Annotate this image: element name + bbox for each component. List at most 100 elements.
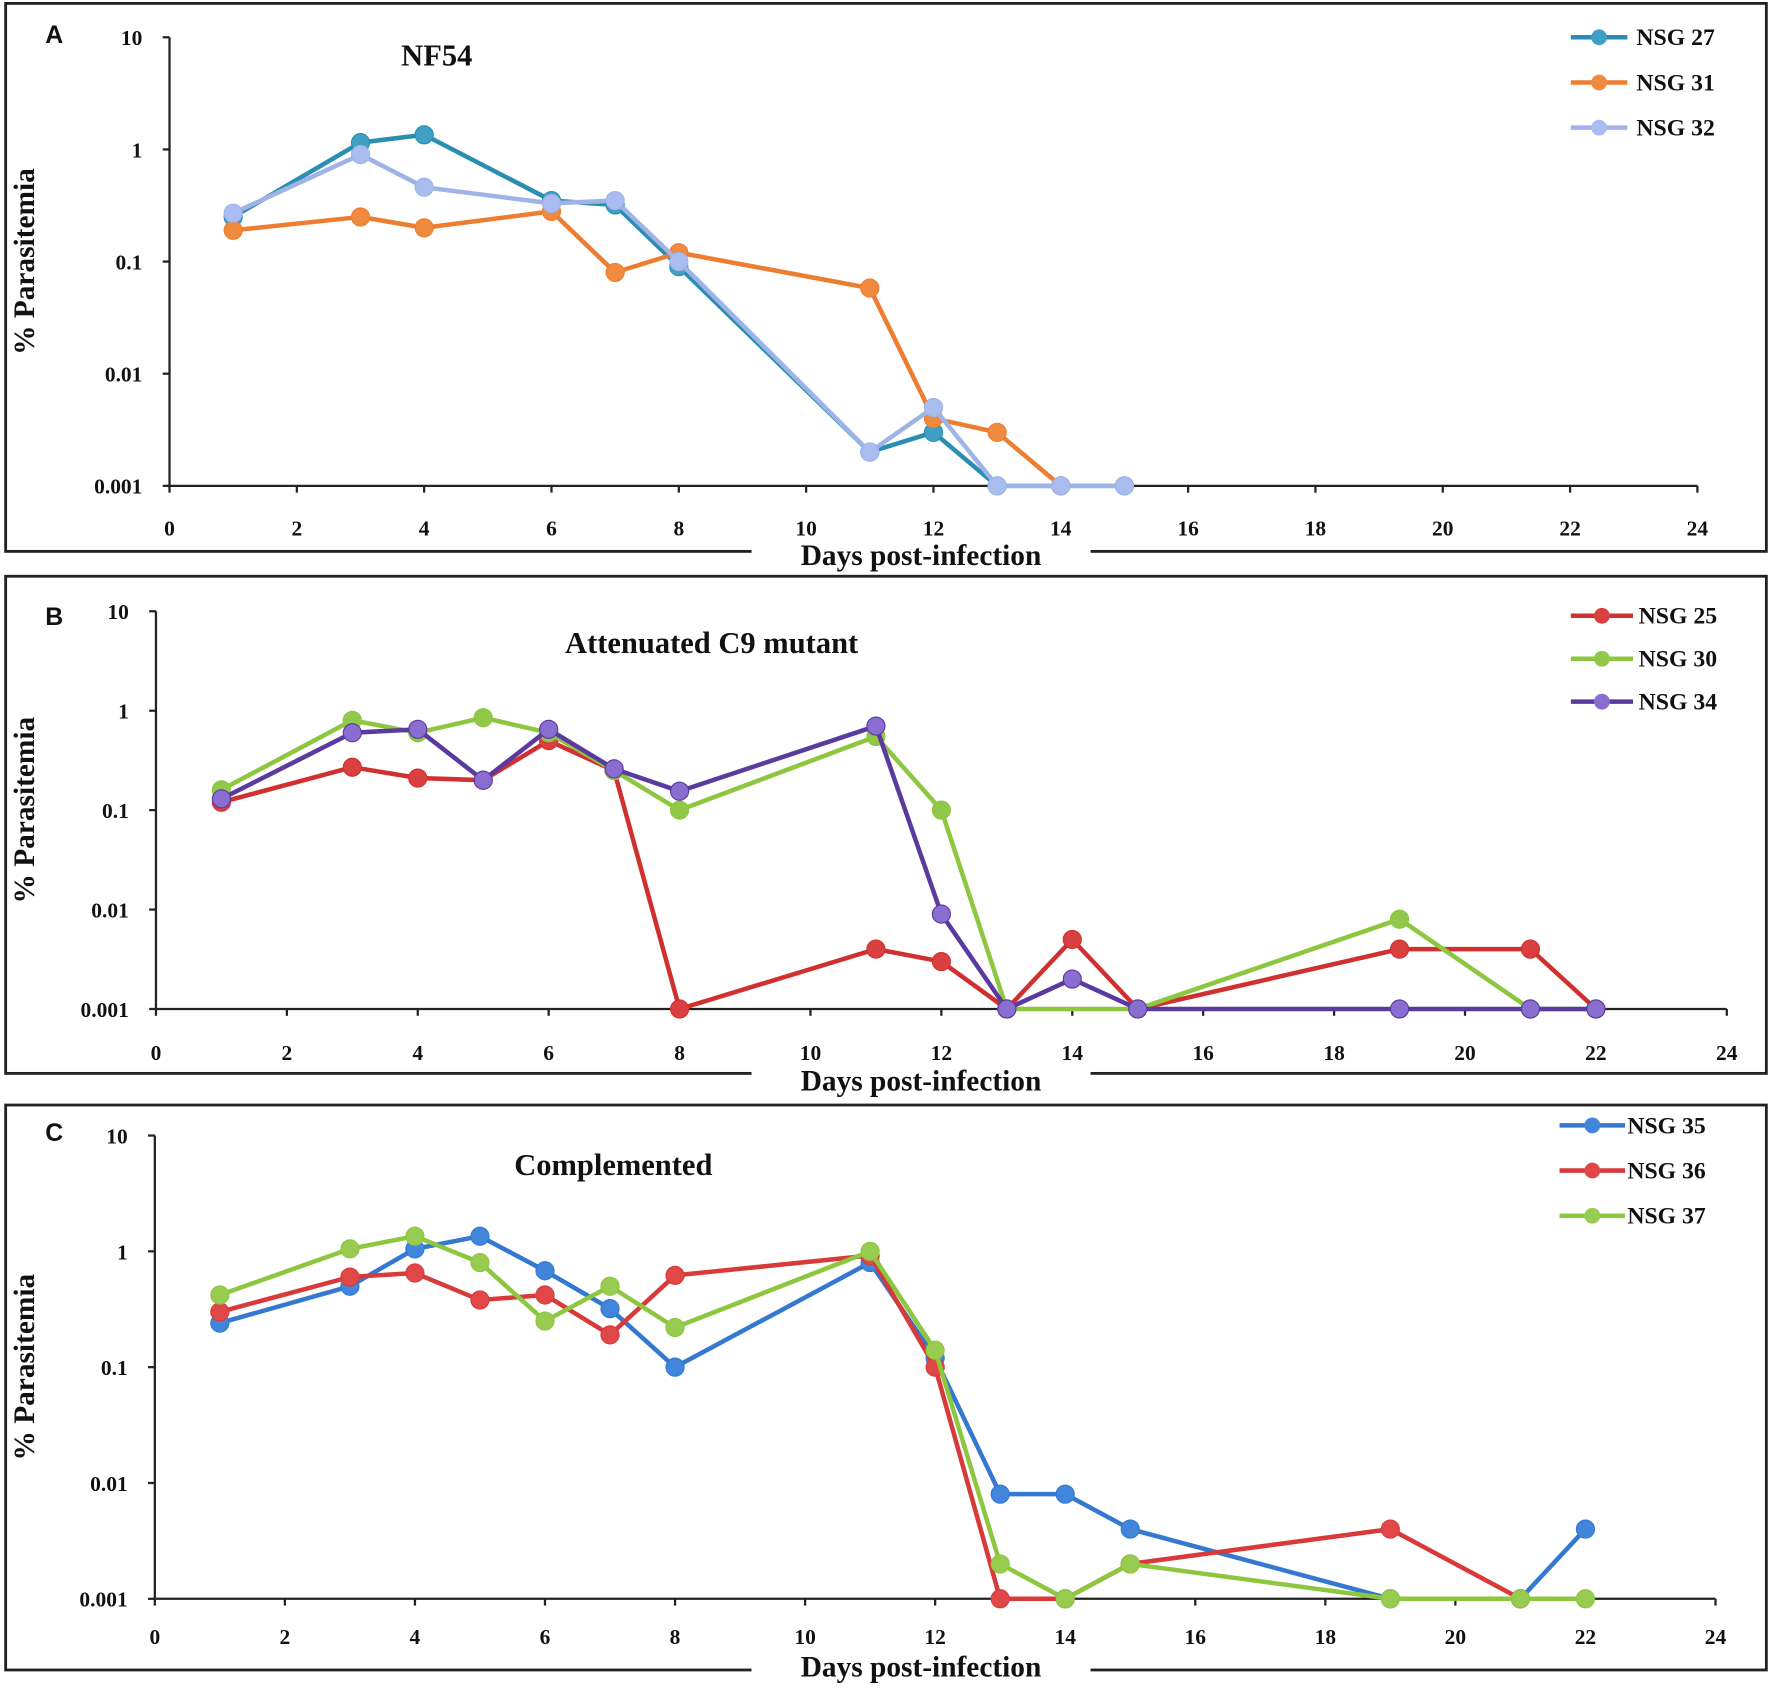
legend-marker [1584, 1162, 1601, 1179]
data-point [990, 1554, 1010, 1574]
legend-label: NSG 31 [1636, 70, 1714, 96]
x-tick-label: 16 [1177, 517, 1199, 541]
data-point [342, 757, 362, 777]
data-point [1128, 999, 1148, 1019]
data-point [1055, 1484, 1075, 1504]
data-point [414, 125, 434, 145]
legend-label: NSG 34 [1639, 690, 1718, 716]
data-point [210, 1302, 230, 1322]
data-point [1575, 1519, 1596, 1539]
data-point [340, 1239, 360, 1259]
series-line [219, 1233, 1588, 1602]
x-tick-label: 14 [1054, 1625, 1076, 1649]
y-tick-label: 10 [121, 26, 142, 50]
legend-label: NSG 27 [1636, 25, 1715, 51]
y-tick-label: 1 [118, 700, 129, 724]
panel-frame [4, 1, 1768, 553]
x-tick-label: 10 [795, 517, 816, 541]
x-tick-label: 6 [540, 1625, 551, 1649]
y-axis-label: % Parasitemia [9, 168, 41, 355]
y-tick-label: 0.001 [94, 475, 142, 499]
x-axis-label: Days post-infection [801, 1065, 1042, 1097]
data-point [931, 904, 951, 924]
data-point [350, 144, 371, 165]
x-axis-label: Days post-infection [801, 1652, 1042, 1684]
data-point [1389, 999, 1410, 1019]
x-tick-label: 2 [281, 1041, 292, 1065]
data-point [1120, 1554, 1140, 1574]
x-tick-label: 20 [1454, 1041, 1475, 1065]
x-tick-label: 4 [412, 1041, 423, 1065]
x-tick-label: 0 [149, 1625, 160, 1649]
series-nsg-34 [211, 716, 1606, 1019]
legend-label: NSG 36 [1627, 1158, 1706, 1184]
data-point [535, 1261, 555, 1281]
data-point [987, 422, 1007, 442]
x-tick-label: 6 [543, 1041, 554, 1065]
legend-marker [1594, 693, 1610, 710]
x-tick-label: 0 [164, 517, 175, 541]
data-point [925, 1340, 945, 1360]
series-line [232, 209, 1063, 488]
data-point [223, 220, 243, 240]
data-point [473, 708, 493, 728]
data-point [605, 190, 625, 211]
legend-label: NSG 25 [1639, 604, 1717, 630]
series-nsg-35 [210, 1226, 1596, 1609]
series-nsg-36 [210, 1245, 1531, 1609]
data-point [1389, 939, 1410, 959]
y-tick-label: 0.1 [101, 1356, 128, 1380]
data-point [600, 1276, 620, 1296]
panel-a: 0 2 4 6 8 10 12 14 16 18 20 22 240.0010.010.1110ANF5… [4, 1, 1768, 577]
y-tick-label: 0.001 [81, 998, 129, 1022]
legend-marker [1584, 1117, 1601, 1134]
data-point [408, 768, 428, 788]
data-point [990, 1484, 1010, 1504]
data-point [669, 999, 690, 1019]
x-tick-label: 22 [1559, 517, 1580, 541]
series-nsg-30 [211, 708, 1606, 1019]
data-point [405, 1263, 425, 1283]
x-tick-label: 20 [1432, 517, 1453, 541]
y-tick-label: 10 [106, 1124, 127, 1148]
panel-c: 0 2 4 6 8 10 12 14 16 18 20 22 240.0010.010.1110CCom… [4, 1103, 1768, 1689]
data-point [408, 719, 428, 739]
series-line [219, 1233, 1586, 1602]
data-point [470, 1226, 490, 1246]
x-tick-label: 12 [924, 1625, 945, 1649]
panel-letter: A [45, 22, 63, 49]
x-tick-label: 12 [923, 517, 944, 541]
x-tick-label: 24 [1716, 1041, 1738, 1065]
data-point [1510, 1589, 1531, 1609]
y-axis-label: % Parasitemia [9, 716, 41, 903]
data-point [600, 1299, 620, 1319]
data-point [1051, 476, 1071, 496]
data-point [990, 1589, 1010, 1609]
x-tick-label: 0 [151, 1041, 162, 1065]
y-tick-label: 0.1 [102, 799, 129, 823]
y-tick-label: 1 [132, 138, 143, 162]
x-tick-label: 12 [931, 1041, 952, 1065]
chart-title: Attenuated C9 mutant [565, 626, 859, 660]
data-point [669, 800, 690, 820]
x-axis-label: Days post-infection [801, 540, 1042, 572]
panel-b: 0 2 4 6 8 10 12 14 16 18 20 22 240.0010.010.1110BAtt… [4, 574, 1768, 1102]
x-tick-label: 22 [1575, 1625, 1596, 1649]
series-line [220, 723, 1596, 1012]
x-tick-label: 16 [1192, 1041, 1214, 1065]
y-tick-label: 0.01 [90, 1472, 128, 1496]
legend-marker [1591, 29, 1608, 46]
legend-label: NSG 32 [1636, 116, 1714, 142]
legend-label: NSG 37 [1627, 1204, 1706, 1230]
data-point [997, 999, 1017, 1019]
series-nsg-31 [223, 201, 1071, 496]
data-point [1055, 1589, 1075, 1609]
x-tick-label: 10 [800, 1041, 821, 1065]
legend-label: NSG 30 [1639, 647, 1717, 673]
data-point [860, 278, 880, 298]
y-tick-label: 0.01 [105, 363, 143, 387]
data-point [535, 1311, 555, 1331]
legend-marker [1594, 650, 1610, 667]
data-point [470, 1290, 490, 1310]
legend-marker [1591, 119, 1608, 136]
